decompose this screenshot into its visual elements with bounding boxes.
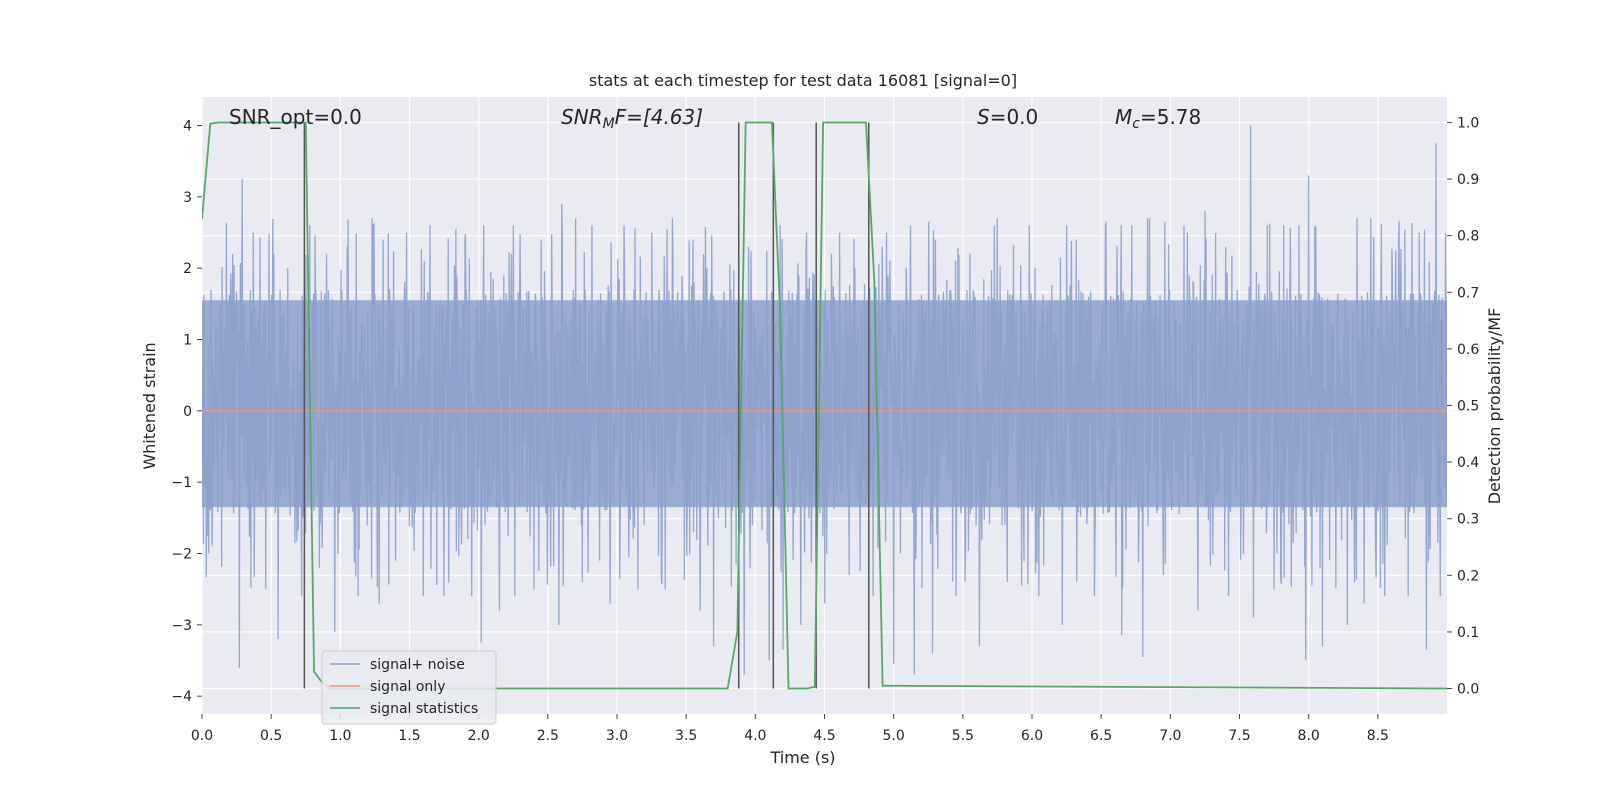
- legend-label-signal-only: signal only: [370, 679, 445, 695]
- x-axis-ticks: 0.0 0.5 1.0 1.5 2.0 2.5 3.0 3.5 4.0 4.5 5.0 5.5 6.0 6…: [191, 714, 1389, 744]
- y-tick-label: 4: [183, 119, 192, 135]
- x-tick-label: 3.5: [675, 728, 697, 744]
- y-tick-label: 3: [183, 190, 192, 206]
- x-tick-label: 1.0: [329, 728, 351, 744]
- y-right-tick-label: 0.1: [1457, 625, 1479, 641]
- s-annotation: S=0.0: [977, 105, 1038, 129]
- chart-title: stats at each timestep for test data 160…: [589, 71, 1017, 90]
- signal-noise-line: [202, 125, 1447, 675]
- x-tick-label: 7.0: [1159, 728, 1181, 744]
- y-right-tick-label: 0.2: [1457, 568, 1479, 584]
- x-tick-label: 2.0: [468, 728, 490, 744]
- legend-box: [321, 650, 497, 725]
- mc-annotation: Mc=5.78: [1115, 105, 1201, 132]
- y-axis-right-ticks: 1.0 0.9 0.8 0.7 0.6 0.5 0.4 0.3 0.2 0.1 0.0: [1447, 115, 1479, 698]
- y-right-tick-label: 0.4: [1457, 455, 1479, 471]
- x-tick-label: 4.0: [744, 728, 766, 744]
- y-tick-label: 2: [183, 261, 192, 277]
- y-right-tick-label: 0.9: [1457, 172, 1479, 188]
- x-tick-label: 0.5: [260, 728, 282, 744]
- y-tick-label: −4: [171, 689, 192, 705]
- x-tick-label: 3.0: [606, 728, 628, 744]
- x-axis-label: Time (s): [769, 748, 835, 767]
- y-right-tick-label: 0.3: [1457, 512, 1479, 528]
- x-tick-label: 7.5: [1228, 728, 1250, 744]
- y-right-tick-label: 0.6: [1457, 342, 1479, 358]
- y-axis-ticks: 4 3 2 1 0 −1 −2 −3 −4: [171, 119, 202, 705]
- x-tick-label: 5.0: [883, 728, 905, 744]
- y-tick-label: −3: [171, 618, 192, 634]
- legend-item-signal-statistics: signal statistics: [330, 701, 478, 717]
- x-tick-label: 5.5: [952, 728, 974, 744]
- signal-noise-series: [202, 125, 1447, 675]
- x-tick-label: 8.0: [1298, 728, 1320, 744]
- legend-item-signal-only: signal only: [330, 679, 445, 695]
- x-tick-label: 6.0: [1021, 728, 1043, 744]
- plot-area: [202, 121, 1447, 690]
- y-right-tick-label: 0.8: [1457, 229, 1479, 245]
- x-tick-label: 0.0: [191, 728, 213, 744]
- x-tick-label: 2.5: [537, 728, 559, 744]
- y-tick-label: 0: [183, 404, 192, 420]
- x-tick-label: 4.5: [813, 728, 835, 744]
- y-tick-label: −2: [171, 547, 192, 563]
- legend-label-signal-noise: signal+ noise: [370, 657, 465, 673]
- y-axis-label: Whitened strain: [140, 342, 159, 469]
- legend-label-signal-statistics: signal statistics: [370, 701, 478, 717]
- y-right-tick-label: 1.0: [1457, 115, 1479, 131]
- snr-mf-annotation: SNRMF=[4.63]: [561, 105, 703, 132]
- snr-opt-annotation: SNR_opt=0.0: [229, 105, 362, 129]
- signal-statistics-line: [202, 121, 1447, 690]
- y-axis-right-label: Detection probability/MF: [1485, 308, 1504, 505]
- y-right-tick-label: 0.5: [1457, 399, 1479, 415]
- legend: signal+ noise signal only signal statist…: [321, 650, 497, 725]
- x-tick-label: 1.5: [398, 728, 420, 744]
- y-right-tick-label: 0.7: [1457, 285, 1479, 301]
- y-right-tick-label: 0.0: [1457, 682, 1479, 698]
- signal-statistics-series: [202, 121, 1447, 690]
- x-tick-label: 6.5: [1090, 728, 1112, 744]
- legend-item-signal-noise: signal+ noise: [330, 657, 465, 673]
- x-tick-label: 8.5: [1367, 728, 1389, 744]
- y-tick-label: −1: [171, 475, 192, 491]
- y-tick-label: 1: [183, 333, 192, 349]
